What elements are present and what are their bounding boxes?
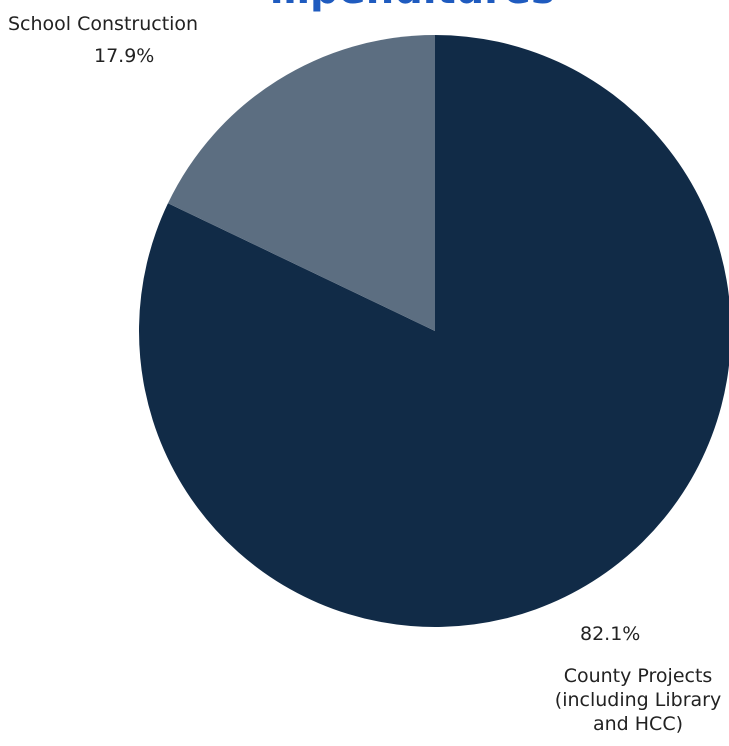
pie-slice-school-construction xyxy=(167,35,435,331)
county-projects-label-line-2: (including Library xyxy=(554,689,722,711)
pie-slice-county-projects xyxy=(139,35,729,627)
chart-title: …penditures xyxy=(270,0,555,14)
county-projects-label-line-1: County Projects xyxy=(563,665,713,687)
county-projects-percent-label: 82.1% xyxy=(580,623,641,645)
county-projects-label: County Projects (including Library and H… xyxy=(538,664,729,736)
school-construction-percent-label: 17.9% xyxy=(94,45,155,67)
school-construction-label: School Construction xyxy=(8,13,199,35)
county-projects-label-line-3: and HCC) xyxy=(592,713,684,735)
